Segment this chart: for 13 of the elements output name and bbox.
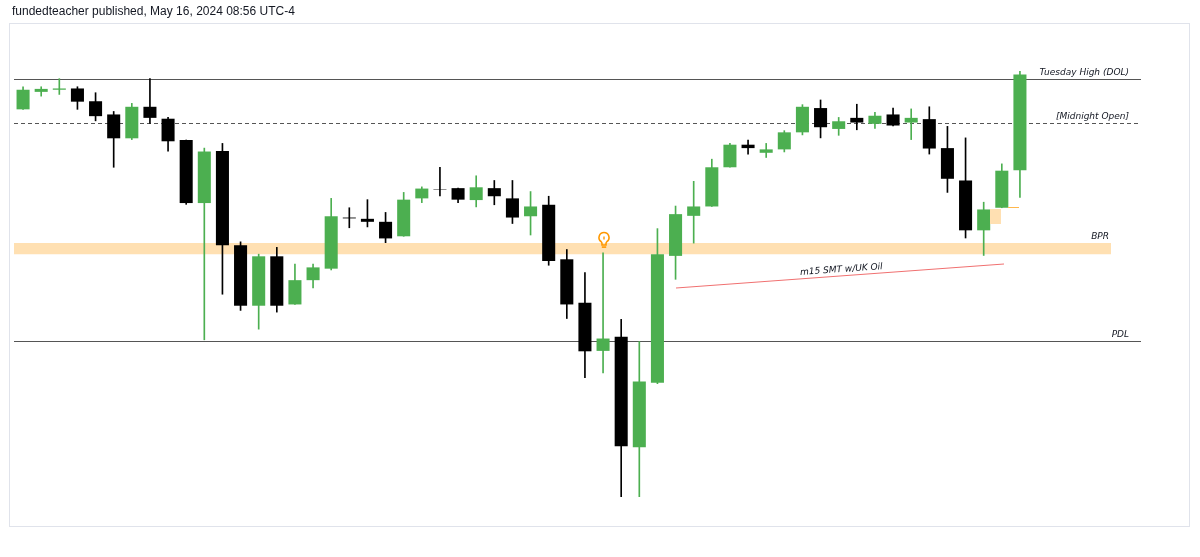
ref-line-label: Tuesday High (DOL) (1039, 67, 1129, 78)
candlestick (759, 143, 773, 158)
annotation: m15 SMT w/UK Oil (799, 261, 883, 277)
candlestick (904, 108, 918, 140)
candlestick (687, 181, 701, 244)
candlestick (143, 78, 157, 124)
candlestick (52, 78, 66, 95)
ref-line-label: PDL (1111, 329, 1129, 340)
candlestick (850, 103, 864, 131)
band-label: BPR (1091, 230, 1109, 241)
chart-title: fundedteacher published, May 16, 2024 08:56 UTC-4 (12, 4, 295, 18)
candlestick (596, 252, 610, 374)
ref-line-label: [Midnight Open] (1055, 111, 1130, 122)
